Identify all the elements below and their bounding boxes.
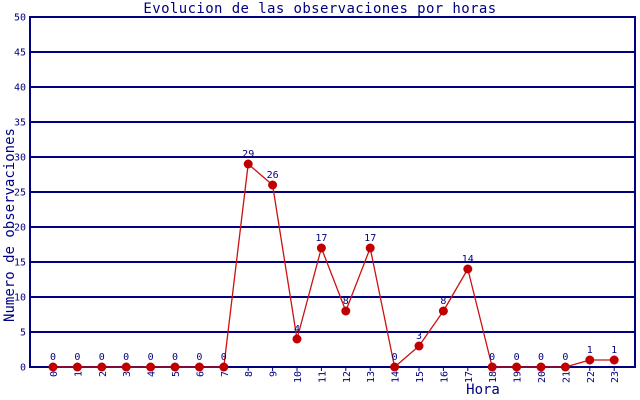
x-tick-label: 22: [586, 371, 597, 383]
data-point: [341, 306, 351, 316]
data-point-label: 0: [392, 352, 398, 363]
data-point-label: 0: [489, 352, 495, 363]
data-point: [121, 362, 131, 372]
x-tick-label: 11: [317, 371, 328, 383]
x-tick-label: 23: [610, 371, 621, 383]
x-axis-label: Hora: [466, 382, 500, 398]
data-point: [585, 355, 595, 365]
data-point-label: 8: [343, 296, 349, 307]
x-tick-label: 15: [415, 371, 426, 383]
data-point-label: 1: [611, 345, 617, 356]
data-point-label: 0: [50, 352, 56, 363]
data-point: [316, 243, 326, 253]
y-tick-label: 30: [14, 153, 26, 164]
x-tick-label: 21: [561, 371, 572, 383]
y-tick-label: 15: [14, 258, 26, 269]
data-point-label: 17: [364, 233, 376, 244]
data-point-label: 3: [416, 331, 422, 342]
x-tick-label: 6: [195, 371, 206, 377]
data-point-label: 29: [242, 149, 254, 160]
data-point: [268, 180, 278, 190]
data-point: [219, 362, 229, 372]
data-point-label: 0: [99, 352, 105, 363]
x-tick-label: 16: [439, 371, 450, 383]
data-point: [97, 362, 107, 372]
data-point: [365, 243, 375, 253]
x-tick-label: 13: [366, 371, 377, 383]
data-point-label: 26: [267, 170, 279, 181]
y-tick-label: 35: [14, 118, 26, 129]
data-point: [609, 355, 619, 365]
data-point: [390, 362, 400, 372]
y-tick-label: 40: [14, 83, 26, 94]
data-point-label: 0: [196, 352, 202, 363]
x-tick-label: 0: [49, 371, 60, 377]
x-tick-label: 20: [537, 371, 548, 383]
x-tick-label: 18: [488, 371, 499, 383]
x-tick-label: 5: [171, 371, 182, 377]
data-point: [292, 334, 302, 344]
y-tick-label: 50: [14, 13, 26, 24]
x-tick-label: 10: [293, 371, 304, 383]
data-point: [414, 341, 424, 351]
x-tick-label: 1: [73, 371, 84, 377]
x-tick-label: 8: [244, 371, 255, 377]
x-tick-label: 7: [220, 371, 231, 377]
x-tick-label: 9: [269, 371, 280, 377]
data-point-label: 0: [562, 352, 568, 363]
x-tick-label: 12: [342, 371, 353, 383]
data-point: [438, 306, 448, 316]
data-point-label: 1: [587, 345, 593, 356]
data-point-label: 17: [315, 233, 327, 244]
data-point: [560, 362, 570, 372]
data-point-label: 0: [148, 352, 154, 363]
data-point: [146, 362, 156, 372]
data-point-label: 4: [294, 324, 300, 335]
data-point-label: 8: [440, 296, 446, 307]
data-point-label: 0: [221, 352, 227, 363]
data-point: [536, 362, 546, 372]
x-tick-label: 17: [464, 371, 475, 383]
x-tick-label: 3: [122, 371, 133, 377]
y-tick-label: 20: [14, 223, 26, 234]
x-tick-label: 19: [513, 371, 524, 383]
y-tick-label: 0: [20, 363, 26, 374]
data-point: [512, 362, 522, 372]
data-point: [463, 264, 473, 274]
data-point-label: 0: [538, 352, 544, 363]
data-point-label: 0: [514, 352, 520, 363]
series-line: [53, 163, 615, 368]
y-tick-label: 5: [20, 328, 26, 339]
y-tick-label: 45: [14, 48, 26, 59]
x-tick-label: 4: [147, 371, 158, 377]
data-point: [487, 362, 497, 372]
x-tick-label: 14: [391, 371, 402, 383]
data-point: [170, 362, 180, 372]
data-point: [72, 362, 82, 372]
y-tick-label: 25: [14, 188, 26, 199]
chart-title: Evolucion de las observaciones por horas: [143, 1, 497, 17]
y-tick-label: 10: [14, 293, 26, 304]
data-point: [48, 362, 58, 372]
data-point-label: 0: [74, 352, 80, 363]
data-point-label: 14: [462, 254, 474, 265]
data-point: [243, 159, 253, 169]
data-point: [194, 362, 204, 372]
x-tick-label: 2: [98, 371, 109, 377]
data-point-label: 0: [123, 352, 129, 363]
data-point-label: 0: [172, 352, 178, 363]
